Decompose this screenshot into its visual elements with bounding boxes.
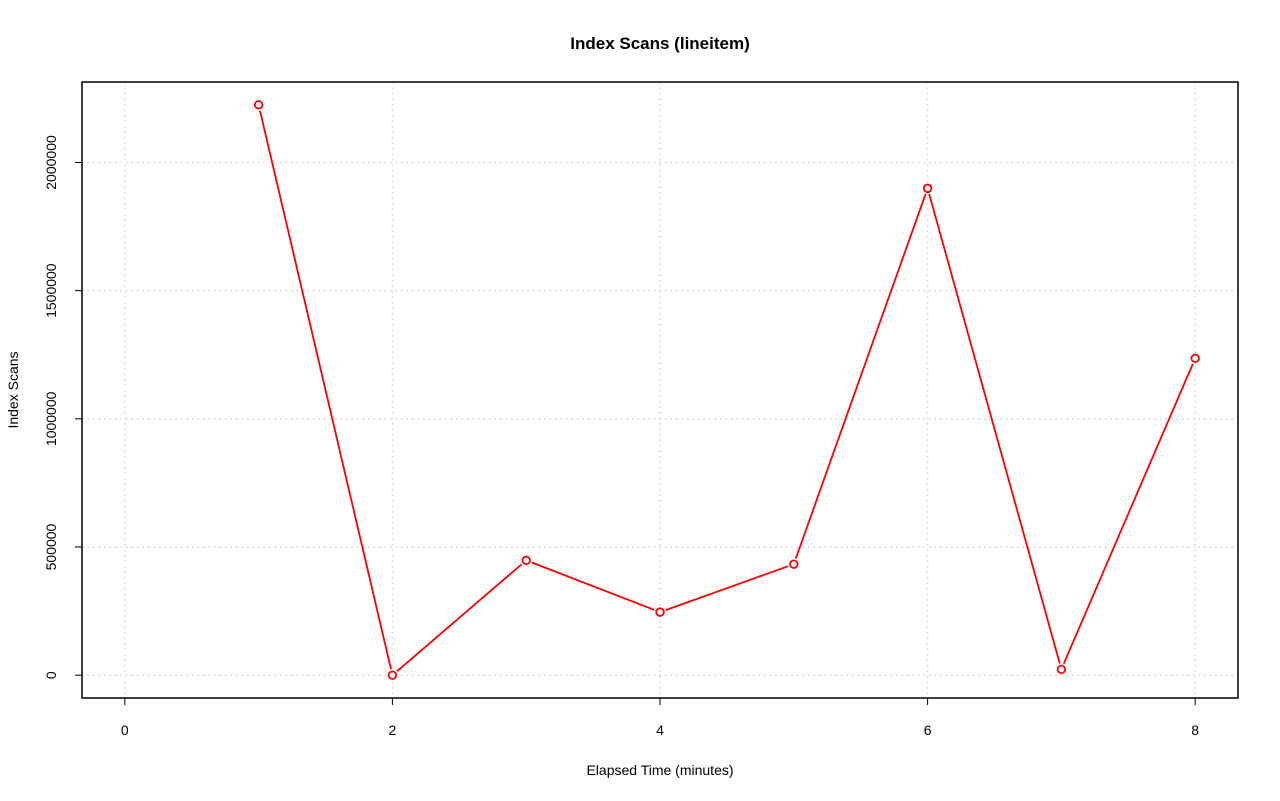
data-point xyxy=(387,670,398,680)
y-tick-label: 0 xyxy=(43,671,59,679)
x-tick-label: 4 xyxy=(656,722,664,738)
series-segment xyxy=(531,561,655,611)
series-segment xyxy=(1062,363,1194,665)
axes: 0 2 4 6 8 0 500000 1000000 1500000 2000000 xyxy=(43,135,1199,738)
y-tick-label: 1500000 xyxy=(43,263,59,318)
y-tick-label: 1000000 xyxy=(43,391,59,446)
x-tick-label: 0 xyxy=(121,722,129,738)
data-point xyxy=(655,607,665,617)
series-segment xyxy=(794,193,927,559)
x-axis-label: Elapsed Time (minutes) xyxy=(586,762,733,778)
data-point xyxy=(789,559,799,569)
series-segment xyxy=(259,110,392,670)
plot-frame xyxy=(81,81,1239,699)
series-segment xyxy=(396,563,523,672)
chart-title: Index Scans (lineitem) xyxy=(570,34,750,53)
data-point xyxy=(1056,664,1067,674)
y-tick-label: 2000000 xyxy=(43,135,59,190)
data-point xyxy=(521,555,531,566)
x-tick-label: 8 xyxy=(1191,722,1199,738)
data-point xyxy=(922,183,933,194)
data-point xyxy=(253,100,264,110)
x-tick-label: 2 xyxy=(389,722,397,738)
grid xyxy=(82,82,1238,698)
series xyxy=(253,100,1200,680)
series-segment xyxy=(665,565,789,611)
x-tick-label: 6 xyxy=(924,722,932,738)
series-segment xyxy=(928,193,1061,664)
data-point xyxy=(1190,353,1200,364)
y-tick-label: 500000 xyxy=(43,523,59,570)
y-axis-label: Index Scans xyxy=(5,351,21,428)
